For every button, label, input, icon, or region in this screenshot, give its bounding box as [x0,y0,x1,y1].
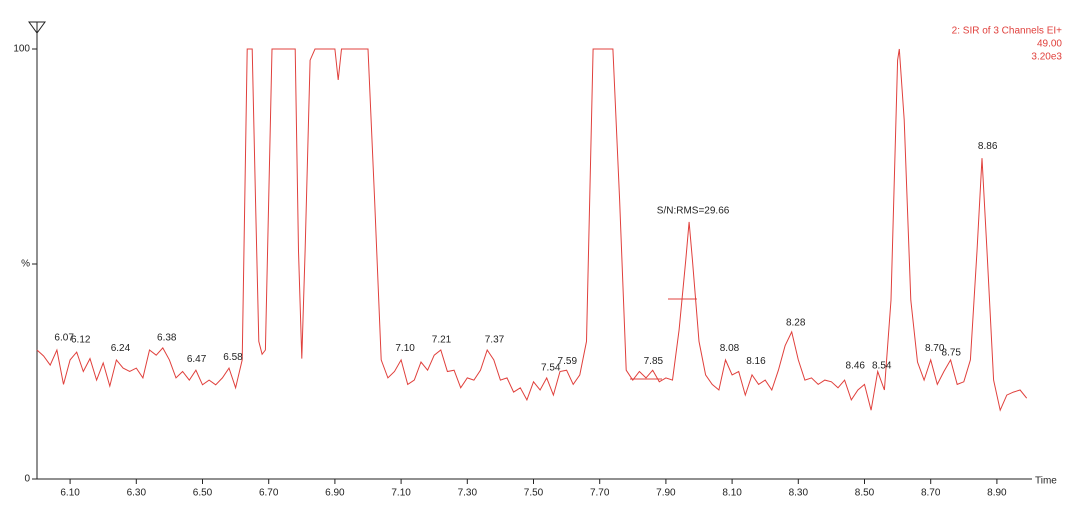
peak-label: 8.86 [978,141,998,152]
peak-label: 6.47 [187,354,207,365]
peak-label: 8.75 [942,348,962,359]
peak-label: 6.38 [157,332,177,343]
y-tick-label: % [21,259,30,270]
y-tick-label: 100 [13,44,30,55]
x-tick-label: 6.10 [60,488,80,499]
peak-label: 8.28 [786,317,806,328]
peak-label: 6.24 [111,343,131,354]
peak-label: 7.37 [485,335,505,346]
peak-label: 7.21 [432,335,452,346]
peak-label: 7.85 [644,356,664,367]
peak-label: 8.54 [872,360,892,371]
peak-label: 7.54 [541,363,561,374]
y-tick-label: 0 [24,474,30,485]
x-tick-label: 8.90 [987,488,1007,499]
peak-label: 8.46 [846,360,866,371]
x-tick-label: 7.70 [590,488,610,499]
x-tick-label: 6.50 [193,488,213,499]
x-tick-label: 7.30 [458,488,478,499]
peak-label: 7.59 [558,356,578,367]
x-tick-label: 7.90 [656,488,676,499]
peak-label: 8.16 [746,356,766,367]
x-tick-label: 8.10 [722,488,742,499]
x-tick-label: 6.30 [127,488,147,499]
x-tick-label: 6.70 [259,488,279,499]
peak-label: 6.12 [71,335,91,346]
x-tick-label: 6.90 [325,488,345,499]
x-tick-label: 7.10 [391,488,411,499]
x-tick-label: 8.50 [855,488,875,499]
x-tick-label: 8.30 [789,488,809,499]
x-axis-label: Time [1035,476,1057,487]
peak-label: 6.58 [223,352,243,363]
peak-label: 7.10 [395,343,415,354]
channel-intensity: 3.20e3 [1031,52,1062,63]
peak-label: 6.07 [54,332,74,343]
x-tick-label: 7.50 [524,488,544,499]
channel-mass: 49.00 [1037,39,1062,50]
channel-title: 2: SIR of 3 Channels EI+ [952,26,1063,37]
peak-label: 8.08 [720,343,740,354]
trace [36,48,1028,412]
peak-label: S/N:RMS=29.66 [657,206,730,217]
peak-label: 8.70 [925,343,945,354]
x-tick-label: 8.70 [921,488,941,499]
